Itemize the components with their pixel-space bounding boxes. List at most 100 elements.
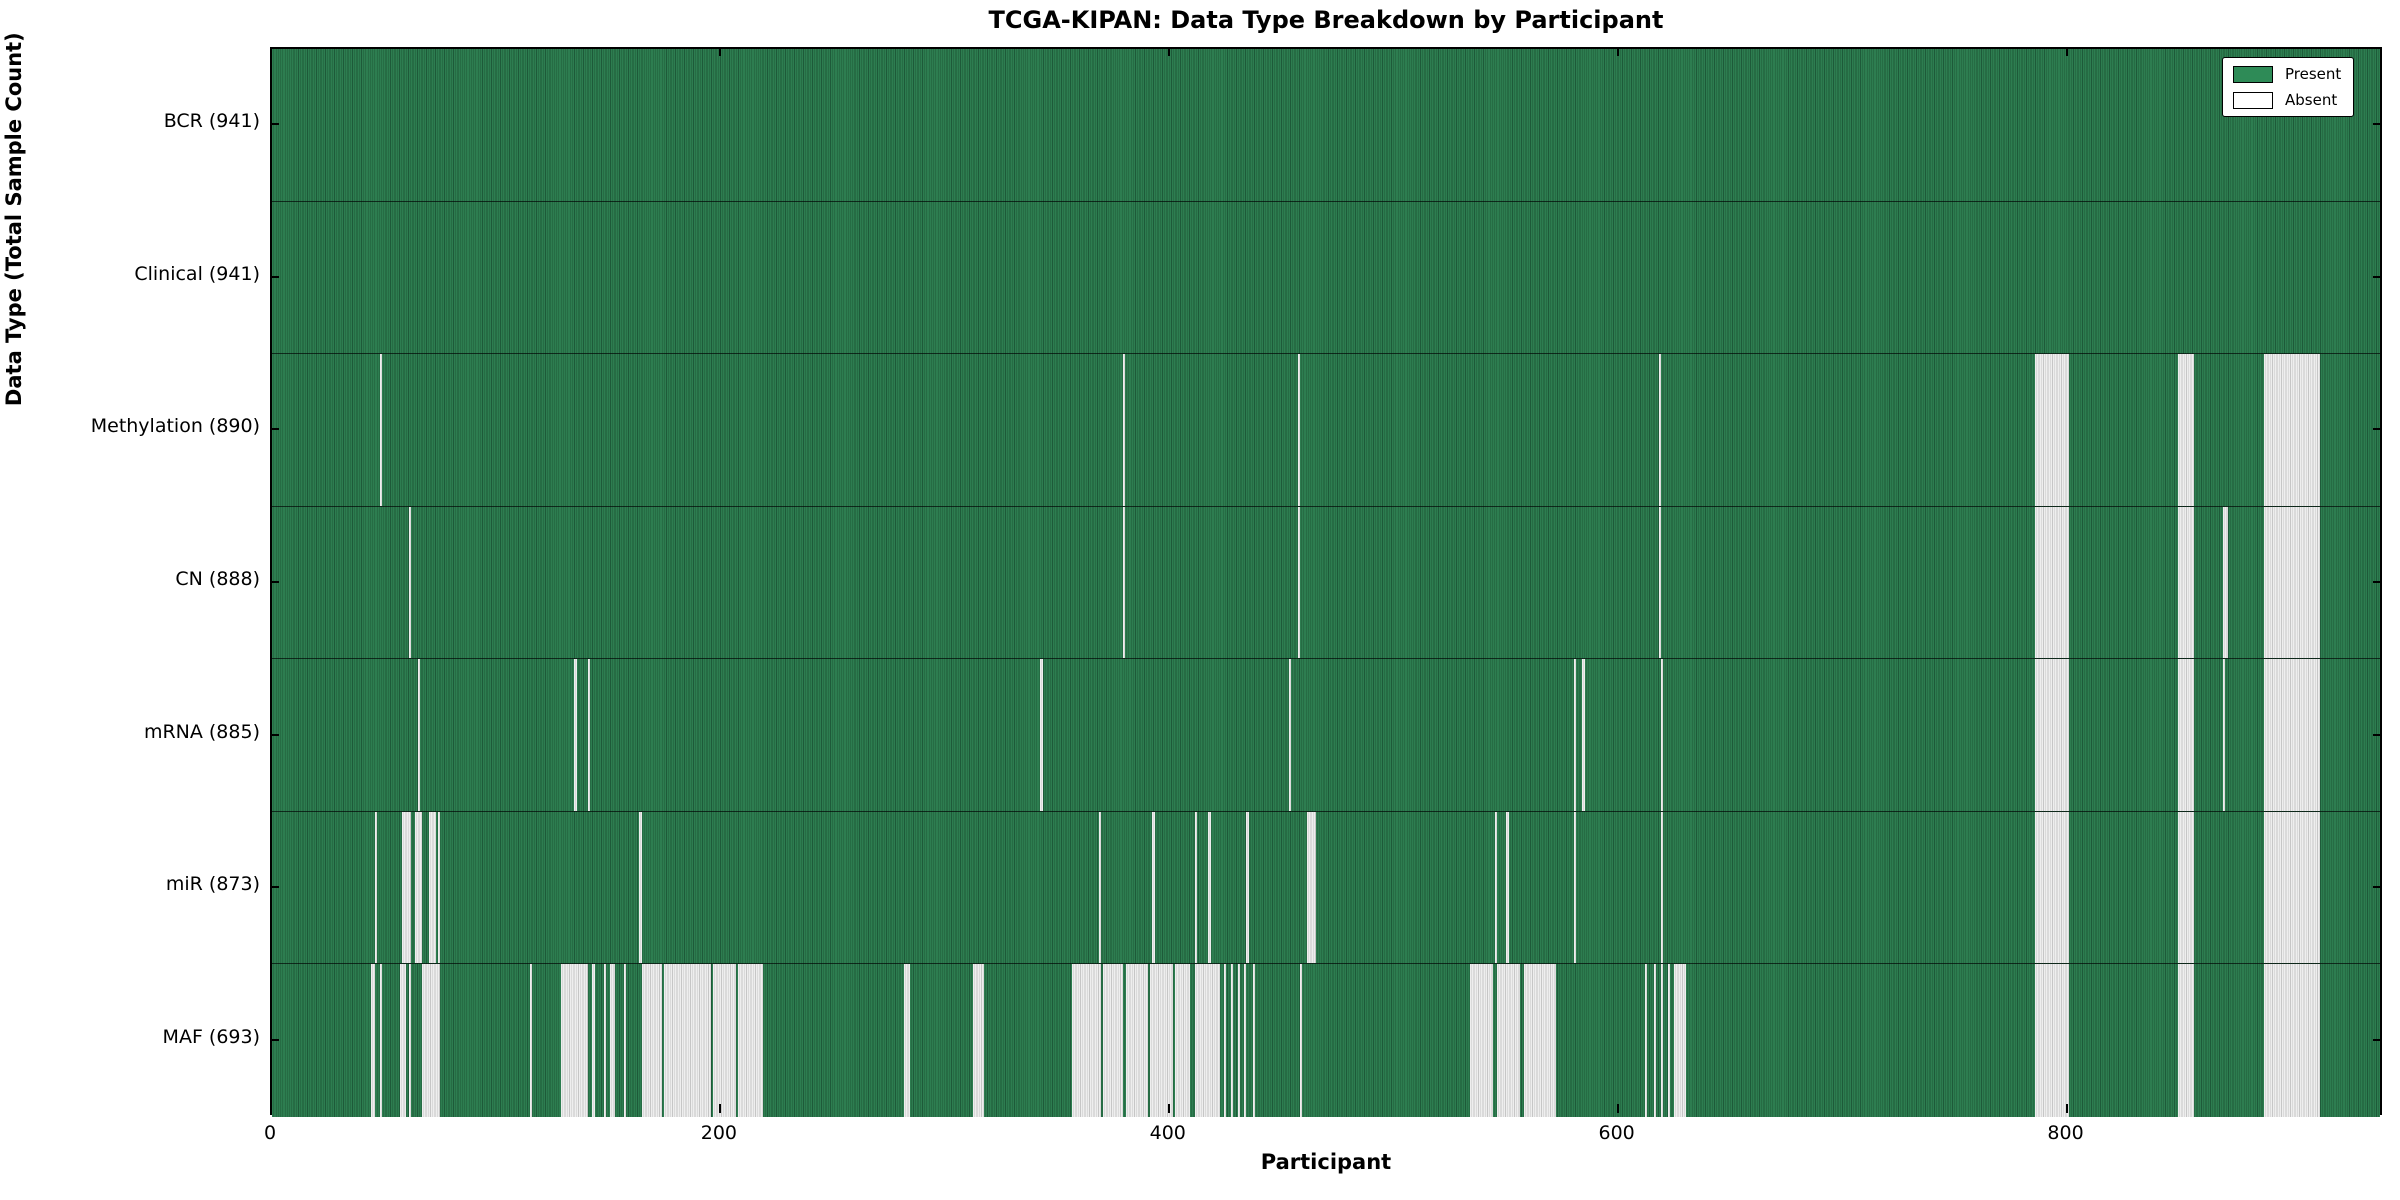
absent-block xyxy=(1194,811,1198,964)
absent-block xyxy=(1573,811,1576,964)
legend-entry-absent: Absent xyxy=(2233,91,2341,109)
absent-block xyxy=(1470,964,1493,1117)
absent-block xyxy=(2035,964,2069,1117)
absent-block xyxy=(1224,964,1227,1117)
absent-block xyxy=(1174,964,1191,1117)
absent-block xyxy=(399,964,407,1117)
y-tick-mark xyxy=(2373,581,2382,583)
absent-block xyxy=(1040,659,1043,811)
x-tick-label-600: 600 xyxy=(1598,1122,1635,1144)
absent-block xyxy=(1667,964,1670,1117)
absent-block xyxy=(2263,964,2320,1117)
absent-block xyxy=(1660,811,1664,964)
absent-block xyxy=(417,659,420,811)
absent-block xyxy=(1125,964,1148,1117)
plot-area xyxy=(270,47,2382,1117)
absent-block xyxy=(1103,964,1124,1117)
absent-block xyxy=(1660,659,1664,811)
x-tick-mark xyxy=(1167,47,1170,56)
x-tick-mark xyxy=(718,1104,721,1113)
x-tick-mark xyxy=(718,47,721,56)
row-methylation xyxy=(272,354,2380,507)
absent-block xyxy=(1123,506,1126,659)
legend: Present Absent xyxy=(2222,57,2355,117)
absent-swatch xyxy=(2233,91,2273,109)
absent-block xyxy=(428,811,436,964)
absent-block xyxy=(415,811,423,964)
x-tick-label-400: 400 xyxy=(1149,1122,1186,1144)
absent-block xyxy=(379,964,382,1117)
legend-entry-present: Present xyxy=(2233,65,2341,83)
absent-block xyxy=(2178,354,2195,506)
absent-block xyxy=(664,964,712,1117)
absent-block xyxy=(560,964,588,1117)
absent-block xyxy=(1098,811,1101,964)
absent-block xyxy=(1297,506,1301,659)
y-tick-mark xyxy=(2373,123,2382,126)
absent-block xyxy=(2178,659,2195,811)
y-tick-mark xyxy=(270,1038,279,1041)
absent-block xyxy=(1244,964,1247,1117)
y-tick-label-bcr: BCR (941) xyxy=(163,110,260,133)
row-cn xyxy=(272,506,2380,660)
absent-block xyxy=(2035,354,2069,506)
absent-block xyxy=(375,811,378,964)
y-tick-mark xyxy=(2373,1038,2382,1041)
absent-block xyxy=(2263,659,2320,811)
absent-block xyxy=(1524,964,1556,1117)
absent-block xyxy=(2263,354,2320,506)
absent-block xyxy=(1654,964,1657,1117)
y-tick-mark xyxy=(2373,733,2382,736)
present-swatch xyxy=(2233,65,2273,83)
y-tick-mark xyxy=(270,275,279,278)
absent-block xyxy=(401,811,411,964)
absent-block xyxy=(1645,964,1648,1117)
y-tick-label-mrna: mRNA (885) xyxy=(143,720,260,743)
row-bcr xyxy=(272,49,2380,202)
x-tick-mark xyxy=(1616,1104,1619,1113)
x-tick-label-800: 800 xyxy=(2047,1122,2084,1144)
absent-block xyxy=(437,811,440,964)
absent-block xyxy=(973,964,985,1117)
absent-block xyxy=(408,506,411,659)
legend-label-present: Present xyxy=(2285,65,2342,83)
absent-block xyxy=(610,964,615,1117)
absent-block xyxy=(1300,964,1303,1117)
absent-block xyxy=(1123,354,1126,506)
absent-block xyxy=(1306,811,1316,964)
absent-block xyxy=(1582,659,1585,811)
y-tick-label-maf: MAF (693) xyxy=(162,1025,260,1048)
absent-block xyxy=(2223,659,2226,811)
absent-block xyxy=(2035,811,2069,964)
absent-block xyxy=(1150,964,1173,1117)
absent-block xyxy=(1573,659,1576,811)
absent-block xyxy=(903,964,911,1117)
row-clinical xyxy=(272,201,2380,355)
y-tick-label-mir: miR (873) xyxy=(165,873,260,896)
chart-title: TCGA-KIPAN: Data Type Breakdown by Parti… xyxy=(988,6,1664,34)
x-tick-mark xyxy=(270,47,272,56)
absent-block xyxy=(1660,964,1664,1117)
y-tick-mark xyxy=(270,886,279,889)
y-tick-mark xyxy=(2373,886,2382,889)
y-tick-label-methylation: Methylation (890) xyxy=(90,415,260,438)
absent-block xyxy=(574,659,577,811)
x-tick-mark xyxy=(2065,1104,2068,1113)
absent-block xyxy=(2035,506,2069,659)
absent-block xyxy=(2263,506,2320,659)
absent-block xyxy=(379,354,382,506)
absent-block xyxy=(639,811,642,964)
absent-block xyxy=(1289,659,1292,811)
y-tick-mark xyxy=(2373,428,2382,431)
absent-block xyxy=(2178,811,2195,964)
row-maf xyxy=(272,964,2380,1117)
x-tick-label-200: 200 xyxy=(700,1122,737,1144)
legend-label-absent: Absent xyxy=(2285,91,2338,109)
y-tick-label-clinical: Clinical (941) xyxy=(134,262,260,285)
x-tick-mark xyxy=(2065,47,2068,56)
absent-block xyxy=(370,964,376,1117)
absent-block xyxy=(1658,506,1661,659)
absent-block xyxy=(1230,964,1234,1117)
absent-block xyxy=(1194,964,1220,1117)
x-tick-mark xyxy=(270,1104,272,1113)
